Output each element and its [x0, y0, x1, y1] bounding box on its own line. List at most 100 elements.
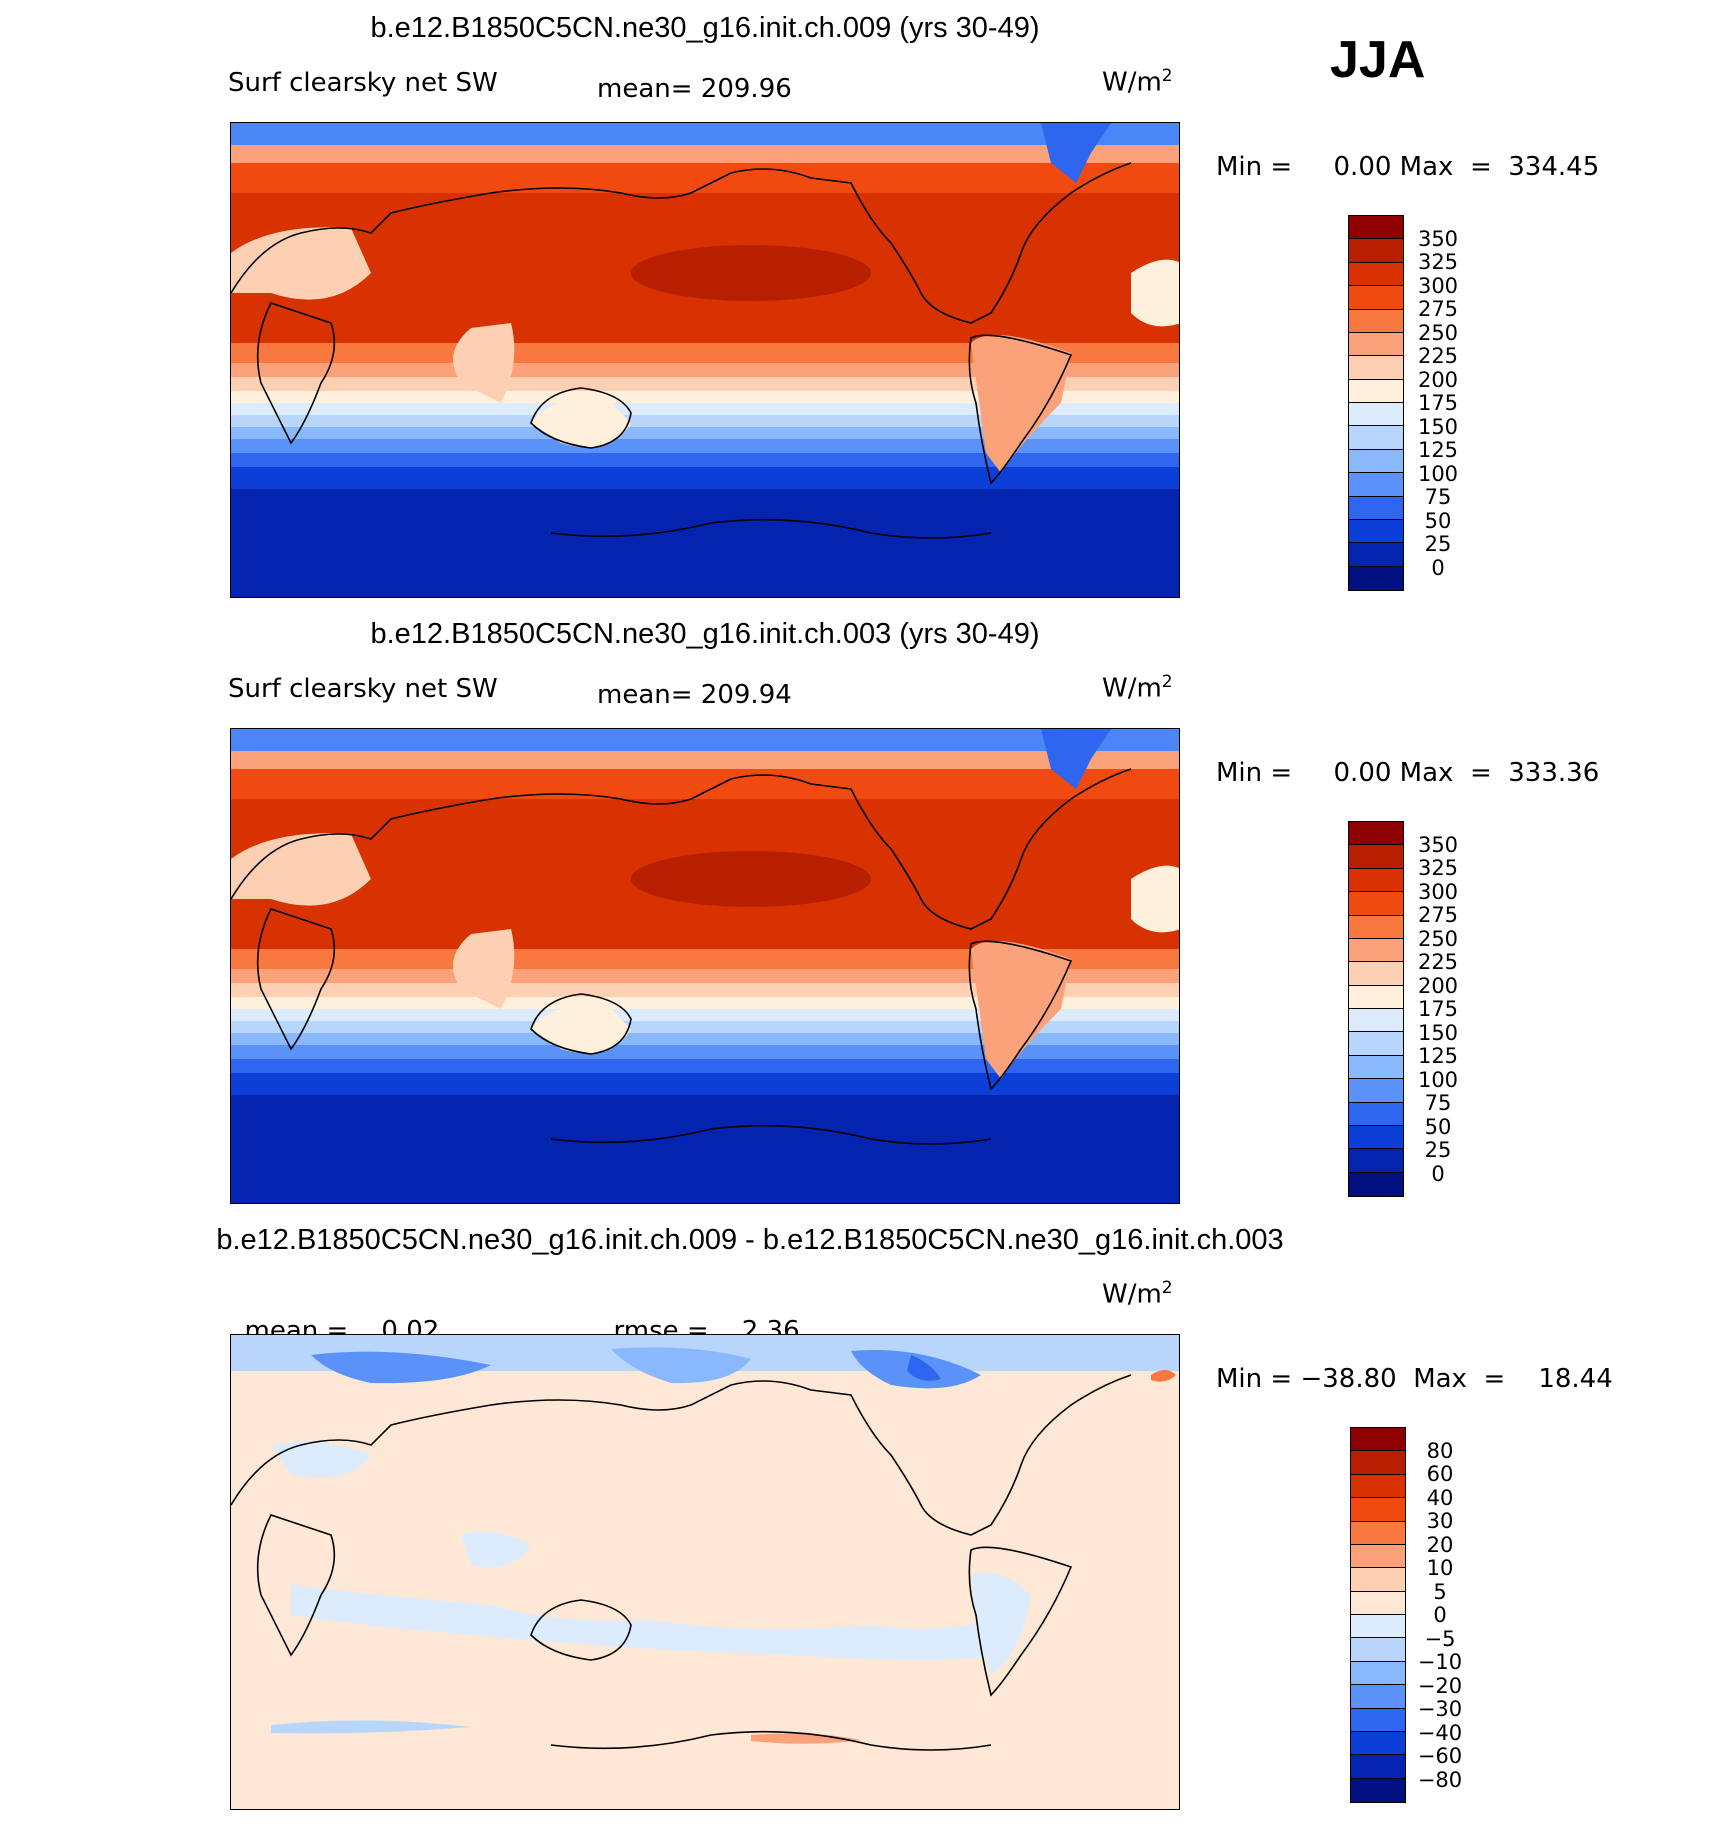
panel-2-colorbar-seg — [1349, 1032, 1403, 1056]
panel-2-variable-label: Surf clearsky net SW — [228, 674, 498, 704]
colorbar-tick-label: 150 — [1417, 1020, 1459, 1045]
panel-1-minmax: Min = 0.00 Max = 334.45 — [1216, 152, 1600, 182]
panel-2-colorbar-seg — [1349, 1172, 1403, 1196]
colorbar-tick-label: 125 — [1417, 1044, 1459, 1068]
colorbar-tick-label: 60 — [1426, 1462, 1454, 1486]
colorbar-tick-label: 325 — [1417, 250, 1459, 274]
colorbar-tick-label: 75 — [1424, 1091, 1452, 1115]
panel-2-colorbar-seg — [1349, 1102, 1403, 1126]
panel-3-colorbar — [1350, 1427, 1406, 1803]
colorbar-tick-label: 300 — [1417, 879, 1459, 904]
colorbar-tick-label: 0 — [1431, 1161, 1445, 1186]
colorbar-tick-label: 350 — [1417, 226, 1459, 251]
panel-3-colorbar-seg — [1351, 1708, 1405, 1732]
colorbar-tick-label: 0 — [1431, 555, 1445, 580]
panel-3-colorbar-seg — [1351, 1731, 1405, 1756]
panel-2-colorbar-seg — [1349, 985, 1403, 1009]
panel-2-colorbar-seg — [1349, 1125, 1403, 1150]
colorbar-tick-label: 50 — [1424, 1114, 1452, 1139]
panel-1-colorbar-seg — [1349, 566, 1403, 590]
colorbar-tick-label: −60 — [1417, 1744, 1463, 1768]
colorbar-tick-label: 200 — [1417, 367, 1459, 392]
colorbar-tick-label: 350 — [1417, 832, 1459, 857]
panel-3-colorbar-seg — [1351, 1638, 1405, 1662]
colorbar-tick-label: 5 — [1433, 1579, 1447, 1604]
colorbar-tick-label: 225 — [1417, 344, 1459, 368]
colorbar-tick-label: 25 — [1424, 1138, 1452, 1162]
colorbar-tick-label: −30 — [1417, 1697, 1463, 1721]
colorbar-tick-label: 75 — [1424, 485, 1452, 509]
panel-1-colorbar-seg — [1349, 262, 1403, 287]
panel-3-colorbar-seg — [1351, 1428, 1405, 1452]
panel-1-colorbar-seg — [1349, 379, 1403, 403]
panel-3-colorbar-seg — [1351, 1474, 1405, 1499]
panel-1-field — [231, 123, 1179, 597]
panel-3-field — [231, 1335, 1179, 1809]
panel-1-mean-value: 209.96 — [700, 74, 792, 104]
panel-1-mean-label: mean= — [597, 74, 693, 104]
colorbar-tick-label: 200 — [1417, 973, 1459, 998]
panel-2-colorbar-seg — [1349, 892, 1403, 916]
panel-1-colorbar-seg — [1349, 356, 1403, 380]
panel-1-colorbar-seg — [1349, 403, 1403, 427]
panel-3-units: W/m2 — [1102, 1278, 1173, 1310]
panel-1-colorbar-seg — [1349, 239, 1403, 263]
panel-1-variable-label: Surf clearsky net SW — [228, 68, 498, 98]
panel-2-colorbar-seg — [1349, 938, 1403, 963]
panel-2-title: b.e12.B1850C5CN.ne30_g16.init.ch.003 (yr… — [370, 618, 1040, 650]
panel-2-mean-label: mean= — [597, 680, 693, 710]
panel-2-colorbar-seg — [1349, 915, 1403, 939]
panel-3-colorbar-seg — [1351, 1591, 1405, 1615]
colorbar-tick-label: 30 — [1426, 1509, 1454, 1533]
panel-3-colorbar-seg — [1351, 1521, 1405, 1545]
colorbar-tick-label: 100 — [1417, 461, 1459, 486]
colorbar-tick-label: 175 — [1417, 391, 1459, 415]
panel-2-colorbar-seg — [1349, 822, 1403, 846]
panel-1-colorbar-seg — [1349, 496, 1403, 520]
panel-3-colorbar-seg — [1351, 1544, 1405, 1569]
colorbar-tick-label: 225 — [1417, 950, 1459, 974]
panel-3-colorbar-seg — [1351, 1685, 1405, 1709]
panel-2-colorbar-seg — [1349, 1149, 1403, 1173]
panel-1-title: b.e12.B1850C5CN.ne30_g16.init.ch.009 (yr… — [370, 12, 1040, 44]
colorbar-tick-label: −10 — [1417, 1650, 1463, 1674]
colorbar-tick-label: 125 — [1417, 438, 1459, 462]
colorbar-tick-label: 80 — [1426, 1438, 1454, 1463]
panel-2-colorbar-seg — [1349, 1079, 1403, 1103]
panel-2-units: W/m2 — [1102, 672, 1173, 704]
panel-1-colorbar-seg — [1349, 286, 1403, 310]
colorbar-tick-label: 275 — [1417, 903, 1459, 927]
panel-3-colorbar-seg — [1351, 1568, 1405, 1592]
panel-3-colorbar-seg — [1351, 1498, 1405, 1522]
panel-3-colorbar-seg — [1351, 1615, 1405, 1639]
panel-2-colorbar-seg — [1349, 868, 1403, 893]
colorbar-tick-label: 250 — [1417, 926, 1459, 951]
panel-1-units: W/m2 — [1102, 66, 1173, 98]
panel-2-mean: mean= 209.94 — [597, 680, 792, 710]
panel-1-colorbar-seg — [1349, 473, 1403, 497]
colorbar-tick-label: 300 — [1417, 273, 1459, 298]
panel-1-colorbar-seg — [1349, 309, 1403, 333]
colorbar-tick-label: 20 — [1426, 1532, 1454, 1557]
colorbar-tick-label: 25 — [1424, 532, 1452, 556]
colorbar-tick-label: 250 — [1417, 320, 1459, 345]
colorbar-tick-label: 10 — [1426, 1556, 1454, 1580]
panel-1-colorbar — [1348, 215, 1404, 591]
panel-2-colorbar-seg — [1349, 1055, 1403, 1080]
panel-2-minmax: Min = 0.00 Max = 333.36 — [1216, 758, 1600, 788]
panel-1-colorbar-seg — [1349, 216, 1403, 240]
panel-1-mean: mean= 209.96 — [597, 74, 792, 104]
colorbar-tick-label: 150 — [1417, 414, 1459, 439]
colorbar-tick-label: −40 — [1417, 1720, 1463, 1745]
panel-1-colorbar-seg — [1349, 519, 1403, 544]
panel-2-field — [231, 729, 1179, 1203]
colorbar-tick-label: 175 — [1417, 997, 1459, 1021]
panel-3-minmax: Min = −38.80 Max = 18.44 — [1216, 1364, 1613, 1394]
colorbar-tick-label: 325 — [1417, 856, 1459, 880]
panel-2-colorbar-seg — [1349, 1009, 1403, 1033]
colorbar-tick-label: −20 — [1417, 1673, 1463, 1698]
panel-3-colorbar-seg — [1351, 1661, 1405, 1686]
panel-1-colorbar-seg — [1349, 449, 1403, 474]
panel-3-colorbar-seg — [1351, 1451, 1405, 1475]
panel-3-colorbar-seg — [1351, 1778, 1405, 1802]
